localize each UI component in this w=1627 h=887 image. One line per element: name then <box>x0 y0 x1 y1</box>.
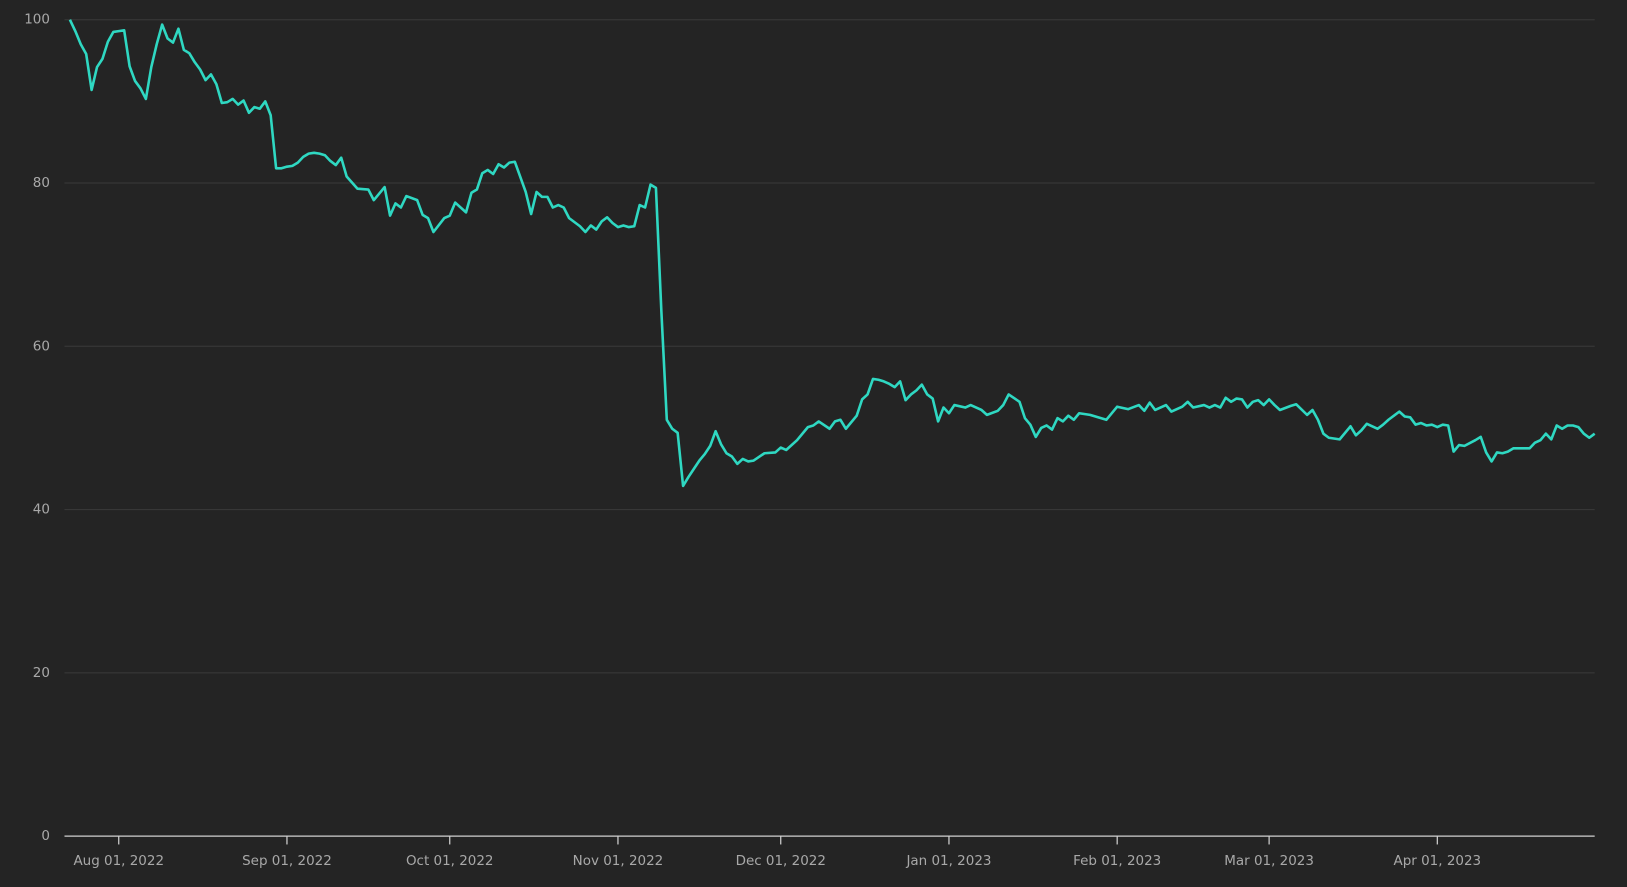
y-tick-label: 100 <box>24 12 50 28</box>
y-tick-label: 60 <box>33 338 50 354</box>
x-tick-label: Sep 01, 2022 <box>242 853 332 869</box>
x-tick-label: Apr 01, 2023 <box>1394 853 1482 869</box>
y-tick-label: 20 <box>33 665 50 681</box>
line <box>68 19 1596 488</box>
x-tick-label: Oct 01, 2022 <box>406 853 494 869</box>
x-tick-label: Dec 01, 2022 <box>736 853 826 869</box>
x-tick-label: Aug 01, 2022 <box>73 853 164 869</box>
y-tick-label: 40 <box>33 502 50 518</box>
y-tick-label: 80 <box>33 175 50 191</box>
x-tick-label: Jan 01, 2023 <box>905 853 991 869</box>
x-tick-label: Feb 01, 2023 <box>1073 853 1161 869</box>
x-tick-label: Nov 01, 2022 <box>573 853 664 869</box>
y-tick-label: 0 <box>41 828 50 844</box>
x-tick-label: Mar 01, 2023 <box>1224 853 1314 869</box>
